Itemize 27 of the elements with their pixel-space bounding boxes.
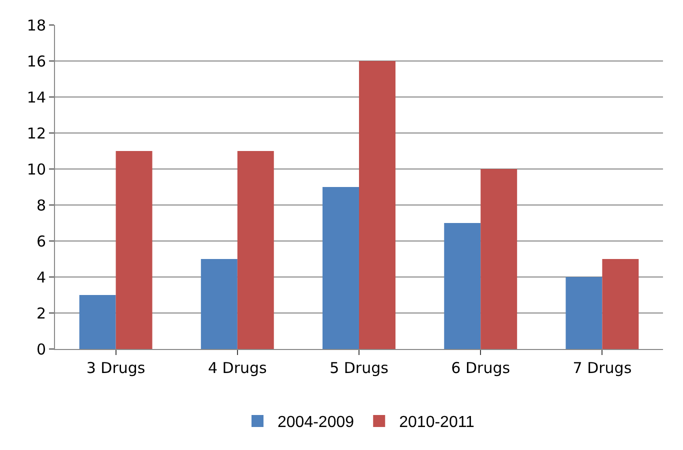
bar	[566, 277, 602, 349]
y-tick-label: 16	[26, 52, 46, 70]
bar	[602, 259, 639, 349]
y-tick-label: 2	[36, 304, 46, 322]
y-tick-label: 8	[36, 196, 46, 214]
y-tick-label: 10	[26, 160, 46, 178]
y-tick-label: 4	[36, 268, 46, 286]
bar	[359, 61, 396, 349]
y-tick-label: 6	[36, 232, 46, 250]
bar	[79, 295, 116, 349]
bar	[322, 187, 359, 349]
legend-label: 2004-2009	[278, 414, 354, 432]
legend-label: 2010-2011	[399, 414, 475, 432]
bar	[444, 223, 481, 349]
y-tick-label: 14	[26, 88, 46, 106]
x-tick-label: 7 Drugs	[572, 359, 632, 377]
y-tick-label: 0	[36, 340, 46, 358]
y-tick-label: 12	[26, 124, 46, 142]
bar	[237, 151, 274, 349]
x-tick-label: 3 Drugs	[86, 359, 146, 377]
bar	[480, 169, 518, 349]
bar	[116, 151, 152, 349]
x-tick-label: 5 Drugs	[330, 359, 389, 377]
bar	[200, 259, 238, 349]
x-tick-label: 6 Drugs	[451, 359, 510, 377]
y-tick-label: 18	[26, 16, 46, 34]
x-tick-label: 4 Drugs	[208, 359, 268, 377]
